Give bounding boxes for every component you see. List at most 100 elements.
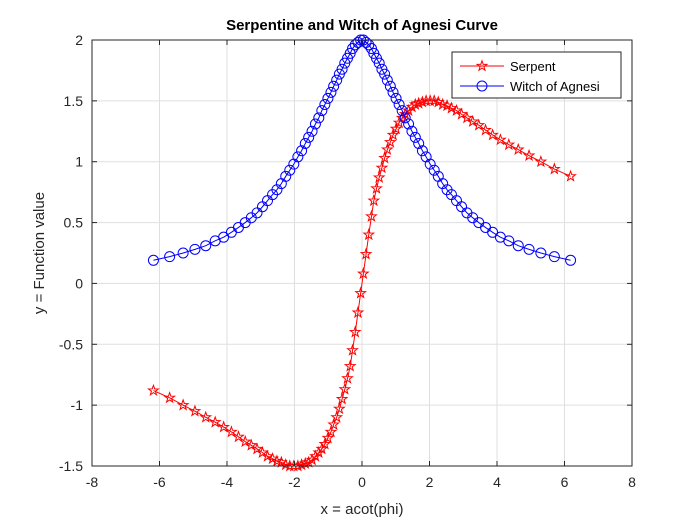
- y-tick-label: -1.5: [59, 458, 83, 474]
- y-tick-label: 2: [75, 32, 83, 48]
- data-point-witch-of-agnesi: [413, 137, 425, 149]
- data-point-witch-of-agnesi: [296, 145, 308, 157]
- data-point-serpent: [386, 128, 400, 141]
- legend-sample-witch-of-agnesi: [460, 80, 504, 92]
- data-point-witch-of-agnesi: [336, 63, 348, 75]
- data-point-serpent: [502, 137, 516, 151]
- data-point-serpent: [208, 415, 222, 428]
- data-point-witch-of-agnesi: [280, 170, 292, 182]
- legend-sample-serpent: [460, 59, 504, 72]
- data-point-serpent: [341, 371, 354, 384]
- data-point-witch-of-agnesi: [313, 112, 325, 124]
- data-point-serpent: [408, 97, 422, 110]
- data-point-witch-of-agnesi: [535, 247, 547, 259]
- data-point-witch-of-agnesi: [416, 145, 428, 157]
- legend-marker-serpent: [475, 59, 489, 72]
- data-point-witch-of-agnesi: [328, 80, 340, 92]
- data-point-witch-of-agnesi: [548, 251, 560, 263]
- data-point-witch-of-agnesi: [487, 226, 499, 238]
- data-point-witch-of-agnesi: [424, 158, 436, 170]
- data-point-witch-of-agnesi: [406, 125, 418, 137]
- data-point-witch-of-agnesi: [396, 105, 408, 117]
- data-point-witch-of-agnesi: [303, 131, 315, 143]
- data-point-witch-of-agnesi: [316, 105, 328, 117]
- data-point-serpent: [479, 123, 492, 136]
- data-point-witch-of-agnesi: [325, 86, 337, 98]
- data-point-serpent: [315, 442, 329, 455]
- data-point-serpent: [389, 122, 403, 135]
- data-point-witch-of-agnesi: [565, 254, 577, 266]
- data-point-serpent: [534, 154, 548, 168]
- data-point-witch-of-agnesi: [390, 92, 402, 104]
- data-point-witch-of-agnesi: [428, 164, 440, 176]
- data-point-witch-of-agnesi: [164, 251, 176, 263]
- data-point-serpent: [324, 425, 338, 438]
- data-point-witch-of-agnesi: [409, 131, 421, 143]
- data-point-serpent: [365, 209, 378, 222]
- data-point-witch-of-agnesi: [503, 235, 515, 247]
- data-point-serpent: [564, 169, 577, 182]
- data-point-serpent: [335, 392, 349, 405]
- data-point-witch-of-agnesi: [331, 74, 343, 86]
- data-point-serpent: [238, 434, 252, 448]
- data-point-witch-of-agnesi: [309, 118, 321, 130]
- x-tick-labels: -8 -6 -4 -2 0 2 4 6 8: [86, 474, 636, 490]
- data-point-serpent: [343, 359, 357, 372]
- data-point-serpent: [392, 116, 406, 129]
- data-point-witch-of-agnesi: [456, 201, 468, 213]
- y-tick-label: -1: [71, 397, 84, 413]
- data-point-serpent: [460, 111, 474, 124]
- data-point-witch-of-agnesi: [379, 68, 391, 80]
- data-point-serpent: [224, 425, 238, 438]
- data-point-witch-of-agnesi: [200, 240, 212, 252]
- data-point-serpent: [217, 420, 231, 433]
- data-point-serpent: [244, 438, 258, 451]
- data-point-serpent: [176, 398, 190, 411]
- x-tick-label: 2: [426, 474, 434, 490]
- data-point-serpent: [493, 133, 507, 146]
- data-point-serpent: [472, 118, 486, 131]
- data-point-serpent: [383, 135, 397, 148]
- x-tick-label: -2: [288, 474, 301, 490]
- series-witch-of-agnesi: [147, 34, 577, 266]
- data-point-serpent: [147, 383, 160, 396]
- y-tick-label: 1: [75, 154, 83, 170]
- ticks: [91, 39, 633, 467]
- y-tick-label: -0.5: [59, 336, 83, 352]
- data-point-serpent: [375, 161, 389, 174]
- data-point-serpent: [338, 382, 352, 395]
- data-point-witch-of-agnesi: [387, 86, 399, 98]
- data-point-serpent: [423, 94, 437, 107]
- data-point-serpent: [199, 410, 213, 423]
- y-tick-labels: -1.5 -1 -0.5 0 0.5 1 1.5 2: [59, 32, 83, 474]
- series-layer: [147, 34, 577, 472]
- data-point-witch-of-agnesi: [381, 74, 393, 86]
- data-point-serpent: [378, 151, 392, 164]
- data-point-witch-of-agnesi: [360, 36, 372, 48]
- data-point-serpent: [359, 247, 373, 260]
- data-point-serpent: [367, 193, 381, 207]
- data-point-serpent: [321, 431, 335, 444]
- data-point-serpent: [362, 228, 376, 241]
- data-point-witch-of-agnesi: [344, 47, 356, 59]
- y-tick-label: 1.5: [64, 93, 84, 109]
- x-tick-label: -8: [86, 474, 99, 490]
- data-point-serpent: [332, 402, 346, 415]
- data-point-serpent: [445, 101, 458, 114]
- data-point-witch-of-agnesi: [292, 151, 304, 163]
- data-point-serpent: [511, 142, 525, 155]
- data-point-serpent: [354, 286, 368, 299]
- data-point-serpent: [330, 410, 344, 423]
- y-axis-label: y = Function value: [31, 192, 48, 314]
- data-point-witch-of-agnesi: [322, 92, 334, 104]
- data-point-witch-of-agnesi: [147, 254, 159, 266]
- data-point-witch-of-agnesi: [189, 243, 201, 255]
- data-point-serpent: [522, 148, 536, 162]
- legend-marker-witch-of-agnesi: [476, 80, 488, 92]
- data-point-serpent: [327, 417, 341, 431]
- x-tick-label: 6: [561, 474, 569, 490]
- data-point-witch-of-agnesi: [512, 240, 524, 252]
- data-point-witch-of-agnesi: [523, 243, 535, 255]
- data-point-serpent: [163, 391, 177, 404]
